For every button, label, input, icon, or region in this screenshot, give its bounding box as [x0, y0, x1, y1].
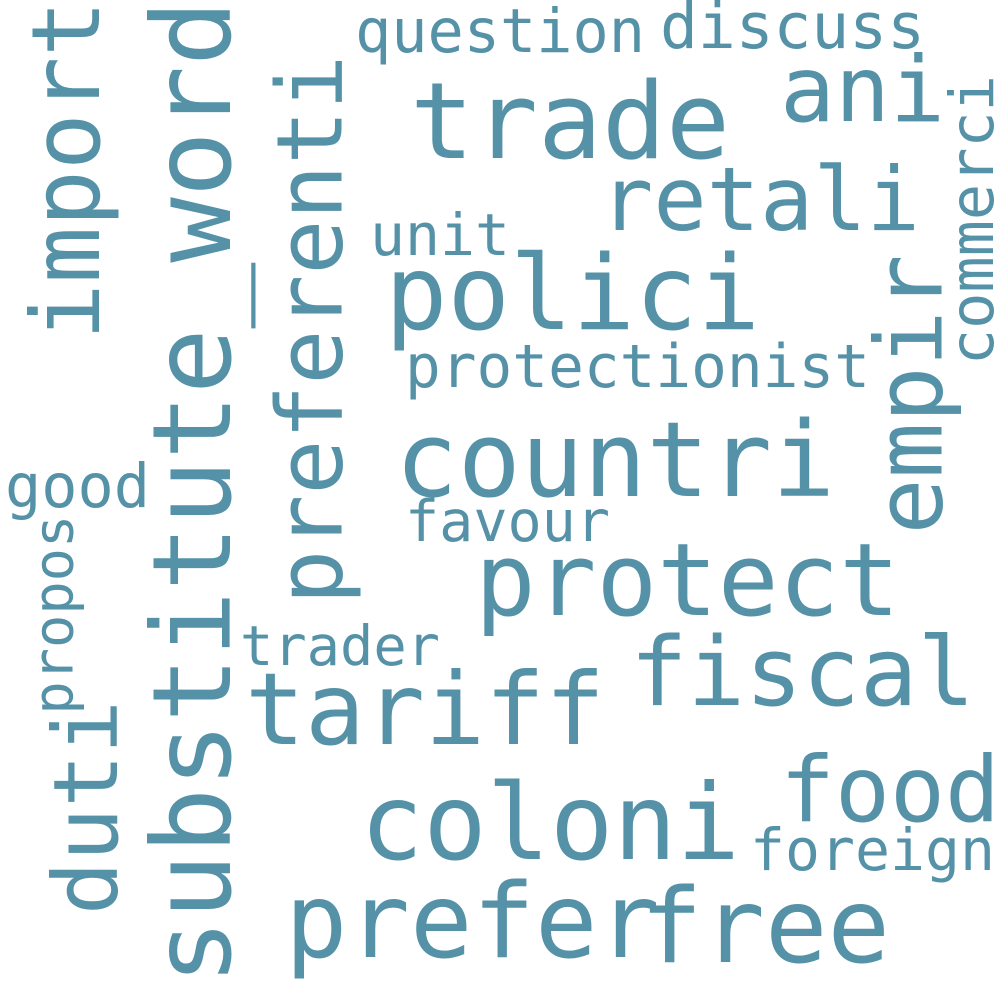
word-ani: ani: [780, 36, 945, 144]
word-good: good: [5, 452, 150, 523]
word-import: import: [12, 0, 122, 340]
word-food: food: [780, 736, 1000, 844]
word-polici: polici: [385, 234, 760, 355]
word-preferenti: preferenti: [256, 55, 364, 605]
word-trader: trader: [240, 614, 440, 679]
word-substitute_word: substitute_word: [128, 0, 256, 985]
word-retali: retali: [600, 147, 920, 251]
word-question: question: [355, 0, 645, 68]
word-free: free: [640, 866, 890, 987]
word-favour: favour: [405, 489, 610, 556]
word-tariff: tariff: [245, 651, 606, 769]
word-fiscal: fiscal: [630, 615, 975, 728]
word-propos: propos: [22, 514, 87, 715]
word-duti: duti: [34, 699, 139, 915]
word-commerci: commerci: [937, 74, 1000, 365]
word-discuss: discuss: [660, 0, 925, 64]
word-countri: countri: [395, 398, 836, 521]
word-foreign: foreign: [750, 815, 995, 884]
word-unit: unit: [370, 200, 510, 269]
word-protectionist: protectionist: [405, 332, 870, 402]
word-protect: protect: [475, 520, 901, 639]
word-prefer: prefer: [285, 861, 660, 982]
word-trade: trade: [410, 60, 730, 185]
word-coloni: coloni: [360, 760, 740, 884]
